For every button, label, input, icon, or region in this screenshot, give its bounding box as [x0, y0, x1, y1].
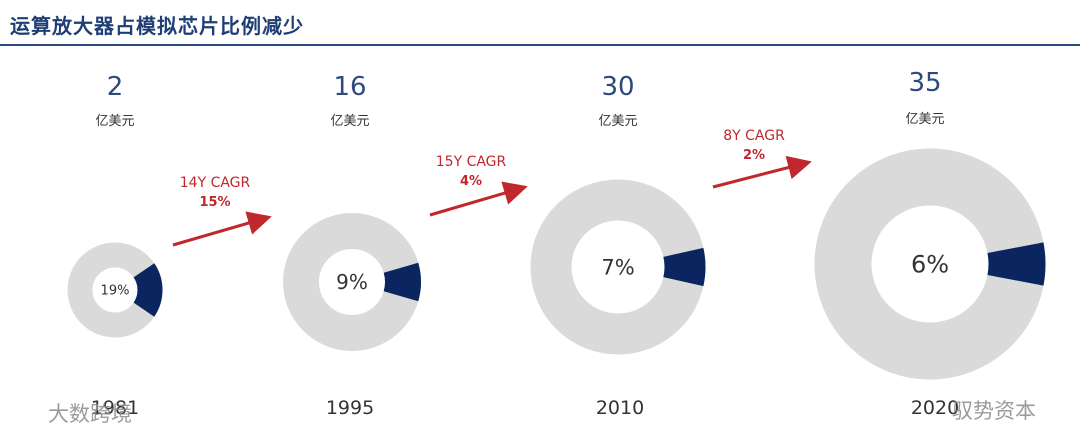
value-label-1981: 2: [106, 72, 124, 102]
watermark-right: 驭势资本: [952, 399, 1036, 423]
page-title: 运算放大器占模拟芯片比例减少: [10, 14, 304, 38]
unit-label-2010: 亿美元: [598, 114, 638, 129]
cagr-rate-2: 4%: [459, 174, 483, 189]
share-label-1981: 19%: [101, 284, 130, 299]
share-label-2020: 6%: [911, 251, 949, 279]
title-divider: [0, 44, 1080, 46]
cagr-label-2: 15Y CAGR 4%: [411, 153, 531, 191]
growth-arrow-1: [172, 211, 272, 247]
cagr-label-3: 8Y CAGR 2%: [694, 127, 814, 165]
year-label-2020: 2020: [910, 397, 960, 419]
share-slice-2010: [663, 247, 706, 287]
cagr-rate-1: 15%: [199, 195, 231, 210]
cagr-label-1: 14Y CAGR 15%: [155, 174, 275, 212]
year-label-1981: 1981: [90, 397, 140, 419]
unit-label-1981: 亿美元: [95, 114, 135, 129]
share-slice-2020: [987, 242, 1046, 286]
value-label-2010: 30: [601, 72, 635, 102]
share-slice-1995: [383, 262, 421, 302]
share-label-1995: 9%: [336, 270, 368, 294]
cagr-period-3: 8Y CAGR: [723, 128, 785, 144]
cagr-period-2: 15Y CAGR: [435, 154, 507, 170]
growth-arrow-3: [712, 155, 812, 189]
unit-label-1995: 亿美元: [330, 114, 370, 129]
year-label-1995: 1995: [325, 397, 375, 419]
watermark-left: 大数跨境: [48, 402, 132, 426]
unit-label-2020: 亿美元: [905, 112, 945, 127]
share-slice-1981: [133, 263, 163, 317]
value-label-2020: 35: [908, 68, 942, 98]
cagr-rate-3: 2%: [742, 148, 766, 163]
share-label-2010: 7%: [601, 256, 634, 280]
cagr-period-1: 14Y CAGR: [179, 175, 251, 191]
year-label-2010: 2010: [595, 397, 645, 419]
growth-arrow-2: [429, 181, 528, 217]
value-label-1995: 16: [333, 72, 367, 102]
